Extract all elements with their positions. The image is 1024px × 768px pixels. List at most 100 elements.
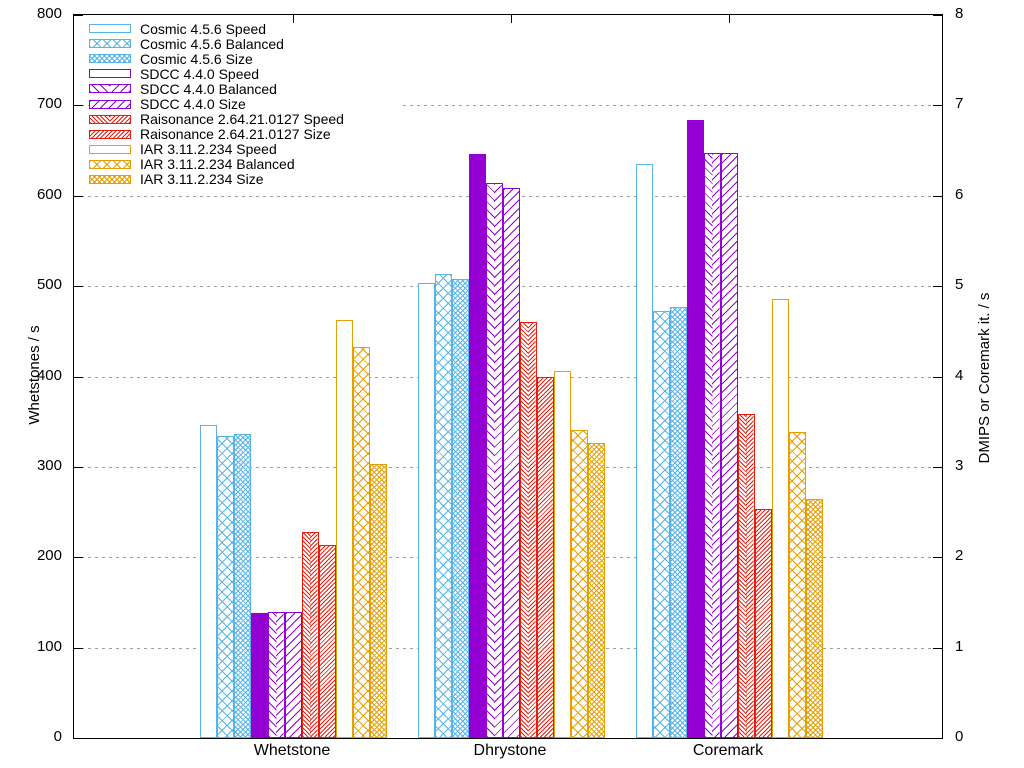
top-axis-tick-coremark	[729, 15, 730, 23]
legend-label-raisonance-2-64-21-0127-speed: Raisonance 2.64.21.0127 Speed	[140, 111, 344, 128]
bar-raisonance-2-64-21-0127-size-whetstone	[318, 545, 336, 738]
left-axis-tick-label-700: 700	[36, 95, 62, 113]
legend-label-cosmic-4-5-6-speed: Cosmic 4.5.6 Speed	[140, 20, 267, 37]
top-axis-tick-dhrystone	[511, 15, 512, 23]
legend-label-raisonance-2-64-21-0127-size: Raisonance 2.64.21.0127 Size	[140, 126, 331, 143]
legend-label-iar-3-11-2-234-size: IAR 3.11.2.234 Size	[140, 171, 264, 188]
left-axis-tick-label-600: 600	[36, 185, 62, 203]
left-axis-tick-label-800: 800	[36, 5, 62, 22]
right-axis-tick-left-scale-300	[933, 466, 942, 468]
legend: Cosmic 4.5.6 Speed Cosmic 4.5.6 Balanced C…	[89, 19, 401, 190]
bar-raisonance-2-64-21-0127-size-dhrystone	[536, 377, 554, 738]
legend-row-cosmic-4-5-6-size: Cosmic 4.5.6 Size	[89, 51, 401, 67]
legend-swatch-cosmic-4-5-6-speed	[89, 24, 131, 34]
legend-swatch-sdcc-4-4-0-size	[89, 99, 131, 109]
right-axis-tick-left-scale-800	[933, 15, 942, 16]
left-axis-tick-label-300: 300	[36, 456, 62, 474]
bar-sdcc-4-4-0-balanced-coremark	[703, 153, 721, 738]
legend-swatch-sdcc-4-4-0-balanced	[89, 84, 131, 94]
bar-cosmic-4-5-6-size-whetstone	[233, 434, 251, 738]
bar-raisonance-2-64-21-0127-speed-dhrystone	[519, 322, 537, 738]
left-axis-tick-200	[74, 557, 83, 559]
category-label-dhrystone: Dhrystone	[473, 742, 547, 759]
legend-swatch-raisonance-2-64-21-0127-speed	[89, 114, 131, 124]
legend-row-iar-3-11-2-234-size: IAR 3.11.2.234 Size	[89, 171, 401, 188]
legend-label-sdcc-4-4-0-balanced: SDCC 4.4.0 Balanced	[140, 80, 277, 97]
legend-label-sdcc-4-4-0-speed: SDCC 4.4.0 Speed	[140, 65, 260, 82]
bar-cosmic-4-5-6-speed-dhrystone	[417, 283, 435, 738]
left-axis-tick-label-500: 500	[36, 276, 62, 294]
legend-label-iar-3-11-2-234-speed: IAR 3.11.2.234 Speed	[140, 141, 277, 158]
bar-raisonance-2-64-21-0127-speed-coremark	[737, 414, 755, 738]
right-axis-tick-label-1: 1	[955, 637, 964, 655]
legend-swatch-raisonance-2-64-21-0127-size	[89, 129, 131, 139]
top-axis-tick-whetstone	[293, 15, 294, 23]
right-axis-tick-label-2: 2	[955, 547, 964, 565]
bar-iar-3-11-2-234-size-dhrystone	[587, 443, 605, 738]
right-axis-tick-left-scale-700	[933, 105, 942, 107]
bar-iar-3-11-2-234-speed-dhrystone	[553, 371, 571, 738]
bar-cosmic-4-5-6-balanced-dhrystone	[434, 274, 452, 738]
left-axis-tick-0	[74, 738, 83, 739]
legend-swatch-iar-3-11-2-234-size	[89, 174, 131, 184]
legend-row-sdcc-4-4-0-size: SDCC 4.4.0 Size	[89, 96, 401, 113]
bar-cosmic-4-5-6-speed-coremark	[635, 164, 653, 738]
bar-iar-3-11-2-234-balanced-whetstone	[352, 347, 370, 738]
legend-swatch-cosmic-4-5-6-size	[89, 54, 131, 64]
legend-row-iar-3-11-2-234-balanced: IAR 3.11.2.234 Balanced	[89, 156, 401, 173]
legend-label-cosmic-4-5-6-balanced: Cosmic 4.5.6 Balanced	[140, 35, 284, 52]
right-axis-tick-label-5: 5	[955, 276, 964, 294]
bar-sdcc-4-4-0-size-dhrystone	[502, 188, 520, 738]
legend-label-iar-3-11-2-234-balanced: IAR 3.11.2.234 Balanced	[140, 156, 295, 173]
bar-iar-3-11-2-234-size-whetstone	[369, 464, 387, 738]
right-axis-tick-label-7: 7	[955, 95, 964, 113]
bar-sdcc-4-4-0-speed-dhrystone	[468, 154, 486, 738]
bar-sdcc-4-4-0-balanced-whetstone	[267, 612, 285, 738]
legend-swatch-iar-3-11-2-234-balanced	[89, 159, 131, 169]
left-axis-tick-500	[74, 286, 83, 288]
bar-sdcc-4-4-0-speed-coremark	[686, 120, 704, 738]
bar-cosmic-4-5-6-balanced-coremark	[652, 311, 670, 738]
left-axis-tick-100	[74, 647, 83, 649]
left-axis-tick-600	[74, 195, 83, 197]
plot-area: Cosmic 4.5.6 Speed Cosmic 4.5.6 Balanced C…	[73, 14, 943, 739]
category-label-coremark: Coremark	[692, 742, 764, 759]
left-axis-tick-label-100: 100	[36, 637, 62, 655]
right-axis-tick-label-6: 6	[955, 185, 964, 203]
legend-row-cosmic-4-5-6-balanced: Cosmic 4.5.6 Balanced	[89, 35, 401, 52]
right-axis-tick-left-scale-500	[933, 286, 942, 288]
right-axis-tick-label-4: 4	[955, 366, 964, 384]
legend-label-sdcc-4-4-0-size: SDCC 4.4.0 Size	[140, 96, 246, 113]
bar-iar-3-11-2-234-speed-coremark	[771, 299, 789, 738]
left-axis-tick-700	[74, 105, 83, 107]
bar-iar-3-11-2-234-speed-whetstone	[335, 320, 353, 738]
right-axis-tick-left-scale-0	[933, 738, 942, 739]
legend-row-sdcc-4-4-0-balanced: SDCC 4.4.0 Balanced	[89, 80, 401, 97]
right-axis-tick-left-scale-200	[933, 557, 942, 559]
bar-sdcc-4-4-0-size-coremark	[720, 153, 738, 738]
legend-swatch-cosmic-4-5-6-balanced	[89, 39, 131, 49]
gridline-700	[74, 105, 942, 107]
legend-row-raisonance-2-64-21-0127-speed: Raisonance 2.64.21.0127 Speed	[89, 111, 401, 128]
left-axis-tick-300	[74, 466, 83, 468]
legend-swatch-iar-3-11-2-234-speed	[89, 144, 131, 154]
right-axis-tick-left-scale-400	[933, 376, 942, 378]
bar-raisonance-2-64-21-0127-size-coremark	[754, 509, 772, 738]
left-axis-tick-label-0: 0	[53, 728, 62, 745]
bar-cosmic-4-5-6-size-dhrystone	[451, 279, 469, 738]
legend-row-cosmic-4-5-6-speed: Cosmic 4.5.6 Speed	[89, 20, 401, 37]
legend-swatch-sdcc-4-4-0-speed	[89, 69, 131, 79]
right-axis-tick-label-8: 8	[955, 5, 964, 22]
bar-sdcc-4-4-0-size-whetstone	[284, 612, 302, 738]
bar-sdcc-4-4-0-speed-whetstone	[250, 613, 268, 738]
legend-row-sdcc-4-4-0-speed: SDCC 4.4.0 Speed	[89, 65, 401, 82]
right-axis-tick-label-3: 3	[955, 456, 964, 474]
bar-sdcc-4-4-0-balanced-dhrystone	[485, 183, 503, 738]
bar-iar-3-11-2-234-balanced-dhrystone	[570, 430, 588, 738]
bar-raisonance-2-64-21-0127-speed-whetstone	[301, 532, 319, 738]
right-axis-tick-label-0: 0	[955, 728, 964, 745]
right-axis-tick-left-scale-600	[933, 195, 942, 197]
right-axis-tick-left-scale-100	[933, 647, 942, 649]
left-axis-tick-800	[74, 15, 83, 16]
